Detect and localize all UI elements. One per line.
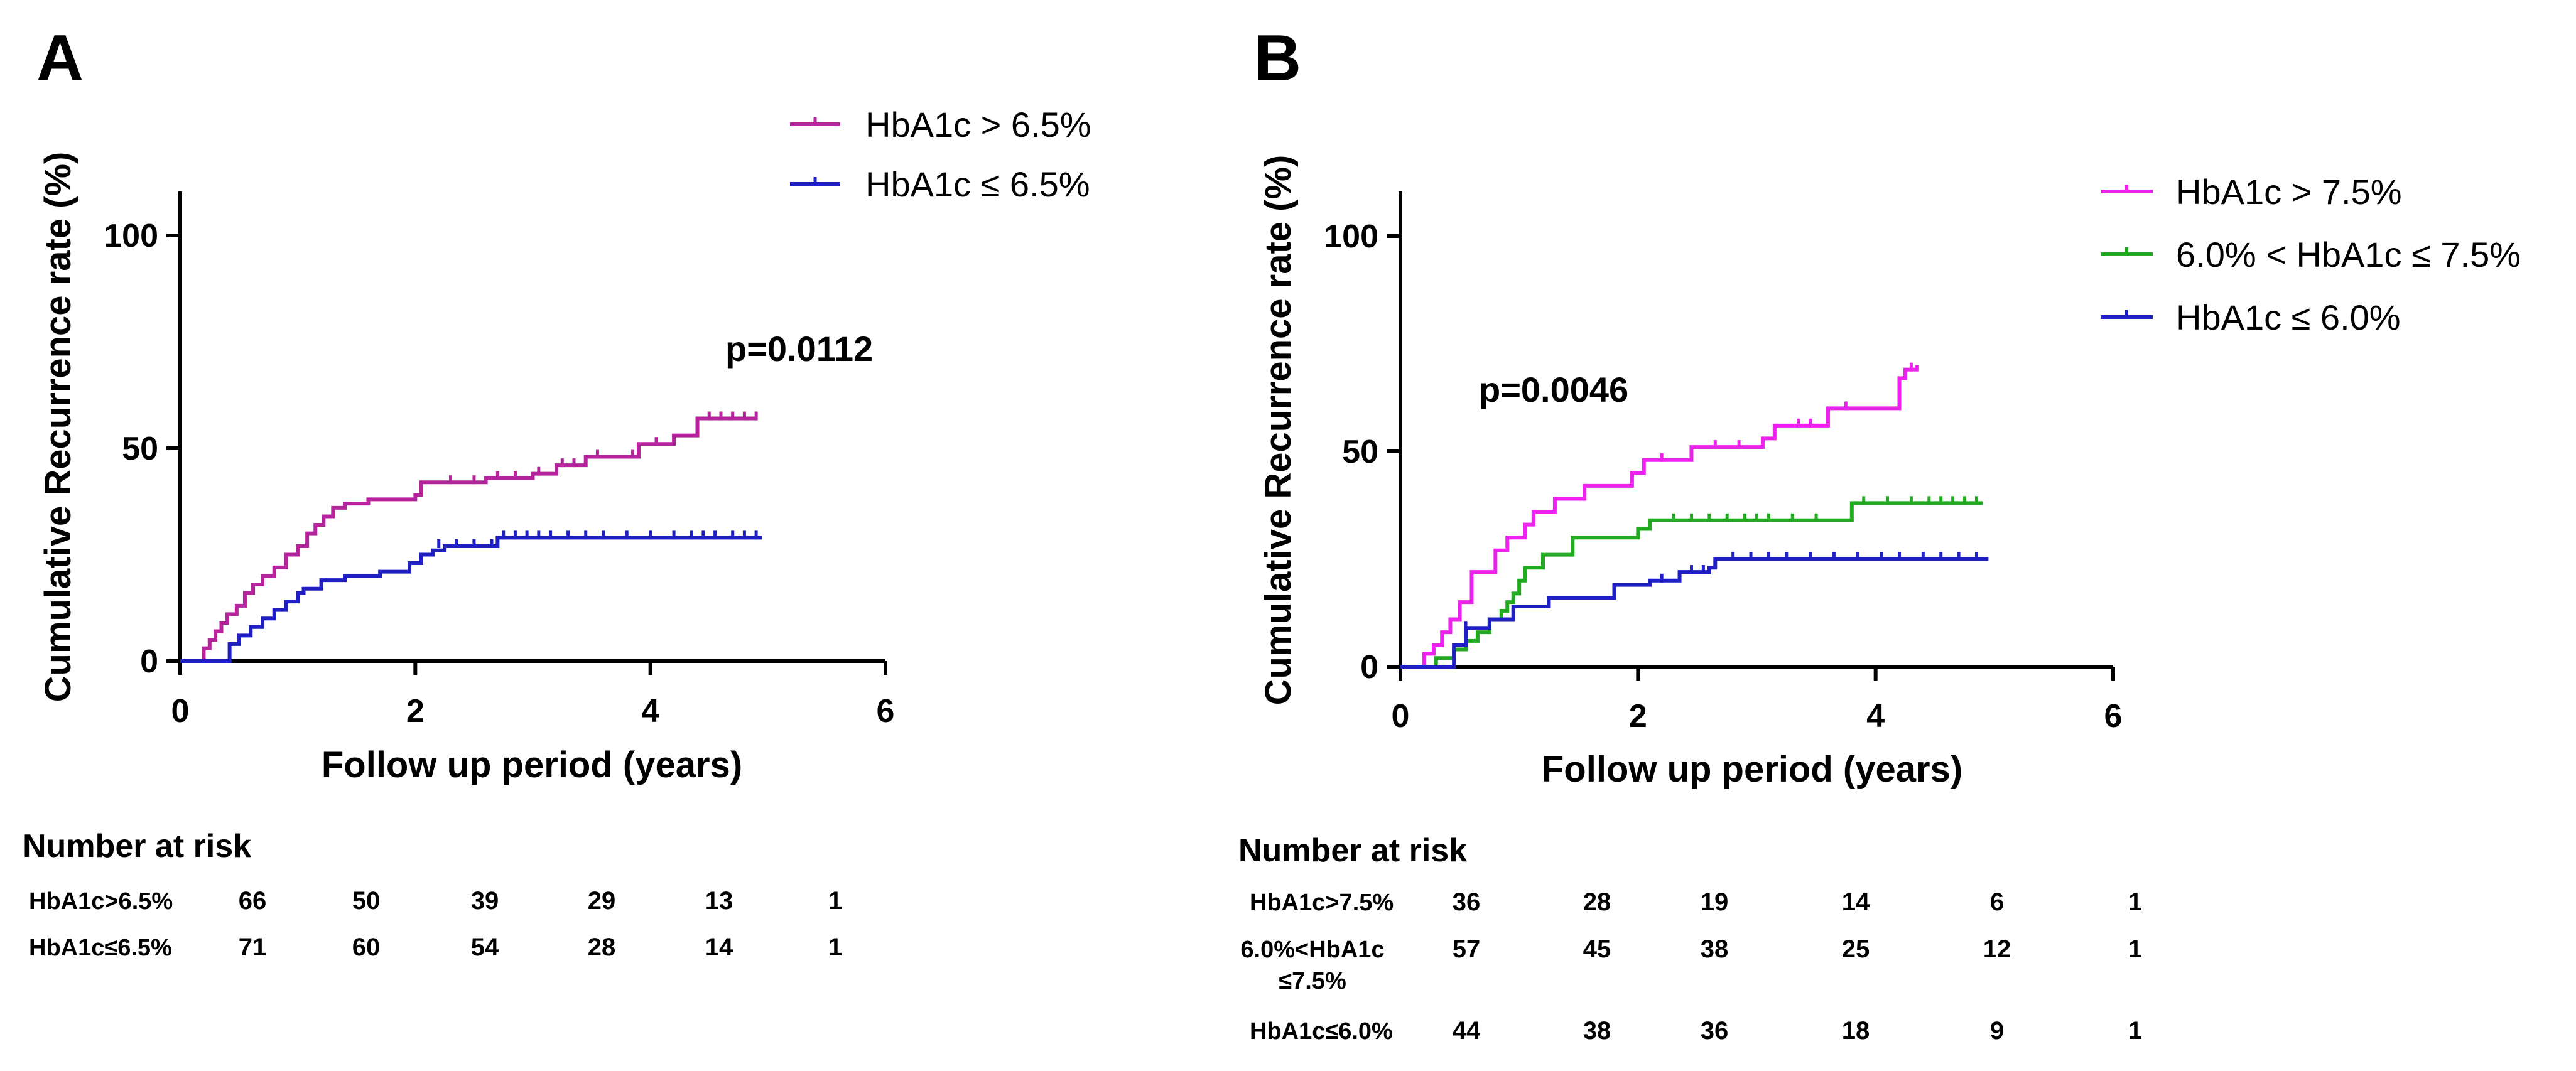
panel-b-risk-label-3: HbA1c≤6.0% <box>1250 1018 1393 1045</box>
panel-b-risk-row-2-value: 57 <box>1453 935 1481 963</box>
panel-b-risk-row-1-value: 19 <box>1701 888 1729 916</box>
panel-a-series-1-line <box>180 416 757 663</box>
panel-b-y-tick-label: 0 <box>1360 649 1378 686</box>
panel-b-risk-row-3-value: 36 <box>1701 1017 1729 1045</box>
panel-b-risk-row-2-value: 1 <box>2128 935 2142 963</box>
panel-a-y-tick-label: 0 <box>140 643 158 680</box>
panel-letter-b: B <box>1254 22 1301 95</box>
panel-a-risk-row-2-value: 28 <box>588 934 616 961</box>
panel-b-legend-label-1: HbA1c > 7.5% <box>2176 172 2402 212</box>
panel-b-risk-row-1-value: 14 <box>1842 888 1870 916</box>
panel-b-risk-row-3-value: 44 <box>1453 1017 1481 1045</box>
panel-a-risk-row-2-value: 1 <box>828 934 842 961</box>
panel-b-x-tick-label: 6 <box>2104 698 2123 735</box>
panel-a-risk-label-2: HbA1c≤6.5% <box>29 935 172 961</box>
panel-a-risk-row-2-value: 54 <box>471 934 499 961</box>
panel-a-legend-label-1: HbA1c > 6.5% <box>865 105 1091 144</box>
panel-a-risk-row-1-value: 29 <box>588 887 616 915</box>
panel-b-y-tick-label: 50 <box>1342 434 1378 470</box>
panel-b-risk-row-2-value: 38 <box>1701 935 1729 963</box>
panel-a-risk-row-1-value: 50 <box>352 887 381 915</box>
panel-b-risk-row-3-value: 9 <box>1990 1017 2004 1045</box>
panel-b-risk-row-2-value: 25 <box>1842 935 1870 963</box>
panel-a-x-tick-label: 6 <box>877 693 895 729</box>
panel-a-risk-row-1-value: 1 <box>828 887 842 915</box>
panel-b-series-2-line <box>1400 501 1983 669</box>
panel-b-x-tick-label: 4 <box>1866 698 1885 735</box>
panel-b-risk-row-2-value: 12 <box>1983 935 2011 963</box>
panel-b-series-1-line <box>1400 365 1919 669</box>
panel-a-risk-row-1-value: 39 <box>471 887 499 915</box>
panel-a-y-tick-label: 50 <box>122 431 158 467</box>
panel-a-p-value: p=0.0112 <box>725 329 873 369</box>
panel-a-legend-label-2: HbA1c ≤ 6.5% <box>865 164 1090 204</box>
panel-b-risk-title: Number at risk <box>1238 832 1467 869</box>
panel-b-risk-row-1-value: 36 <box>1453 888 1481 916</box>
panel-a-y-axis-title: Cumulative Recurrence rate (%) <box>38 152 78 702</box>
panel-a-x-axis-title: Follow up period (years) <box>322 745 742 785</box>
panel-b-risk-label-1: HbA1c>7.5% <box>1250 890 1394 916</box>
panel-a-x-tick-label: 0 <box>171 693 190 729</box>
panel-b-x-tick-label: 0 <box>1392 698 1410 735</box>
panel-b-risk-label-2a: 6.0%<HbA1c <box>1240 937 1384 963</box>
panel-a-risk-row-1-value: 66 <box>239 887 267 915</box>
panel-b-legend-label-3: HbA1c ≤ 6.0% <box>2176 298 2401 337</box>
panel-a-risk-title: Number at risk <box>23 828 251 864</box>
panel-b-x-axis-title: Follow up period (years) <box>1542 749 1962 790</box>
panel-b-risk-row-3-value: 18 <box>1842 1017 1870 1045</box>
panel-a-risk-row-2-value: 14 <box>705 934 733 961</box>
panel-b-risk-label-2b: ≤7.5% <box>1279 968 1346 994</box>
panel-b-risk-row-3-value: 38 <box>1583 1017 1611 1045</box>
panel-b-legend-label-2: 6.0% < HbA1c ≤ 7.5% <box>2176 235 2521 274</box>
panel-a-x-tick-label: 4 <box>641 693 659 729</box>
panel-letter-a: A <box>36 22 84 95</box>
panel-b-risk-row-1-value: 1 <box>2128 888 2142 916</box>
panel-b-y-tick-label: 100 <box>1324 218 1378 255</box>
panel-b-risk-row-1-value: 28 <box>1583 888 1611 916</box>
panel-b-risk-row-3-value: 1 <box>2128 1017 2142 1045</box>
panel-b-p-value: p=0.0046 <box>1479 370 1628 409</box>
panel-a-risk-row-2-value: 60 <box>352 934 381 961</box>
panel-a-series-2-line <box>180 536 762 663</box>
panel-b-risk-row-2-value: 45 <box>1583 935 1611 963</box>
panel-b-series-3-line <box>1400 557 1989 669</box>
panel-a-risk-label-1: HbA1c>6.5% <box>29 888 173 915</box>
panel-a-y-tick-label: 100 <box>104 218 158 254</box>
panel-b-risk-row-1-value: 6 <box>1990 888 2004 916</box>
panel-a-risk-row-2-value: 71 <box>239 934 267 961</box>
panel-b-x-tick-label: 2 <box>1629 698 1647 735</box>
panel-b-y-axis-title: Cumulative Recurrence rate (%) <box>1258 155 1299 706</box>
panel-a-risk-row-1-value: 13 <box>705 887 733 915</box>
panel-a-x-tick-label: 2 <box>406 693 425 729</box>
